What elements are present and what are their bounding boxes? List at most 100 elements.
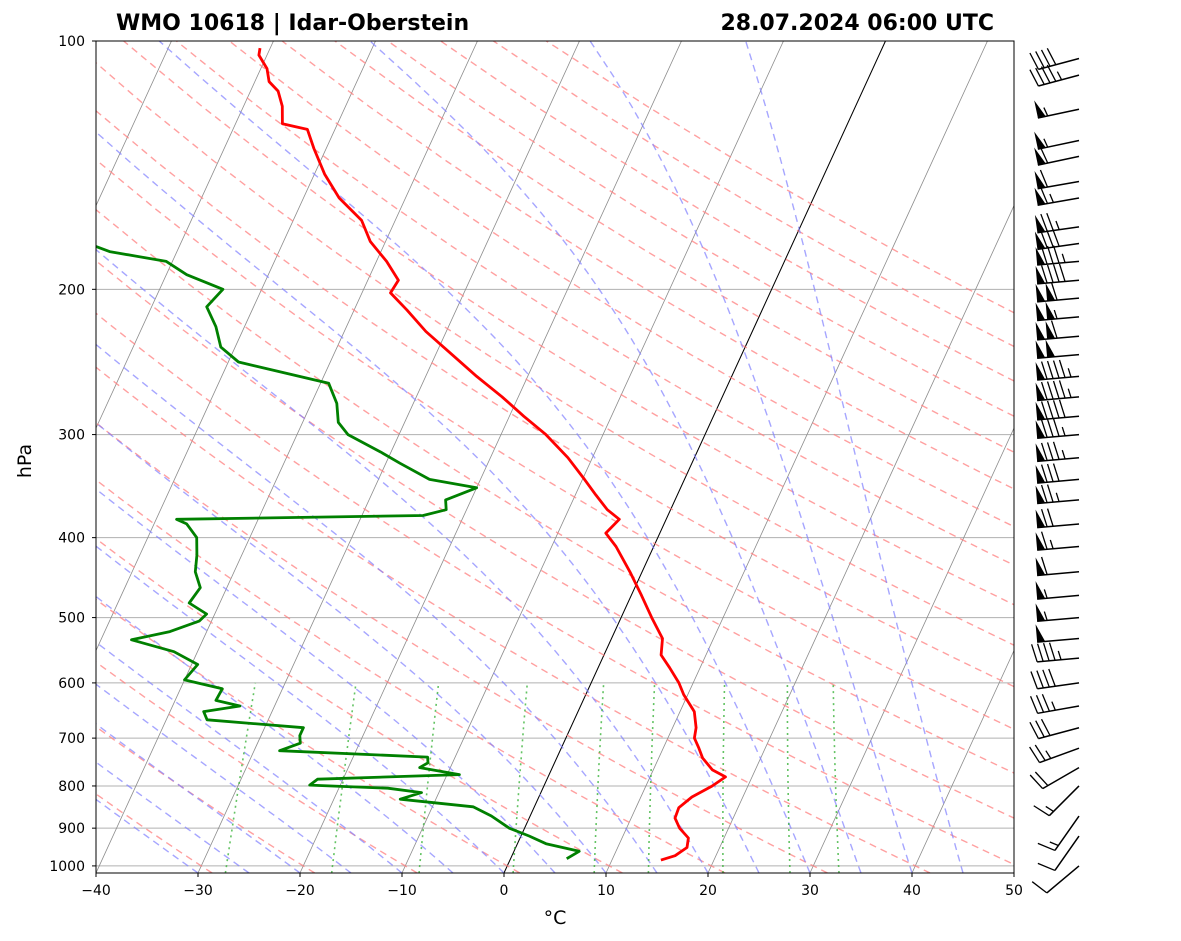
barb-full-flag <box>1052 228 1060 247</box>
wind-barb <box>1035 531 1080 551</box>
y-tick-label: 400 <box>58 531 85 547</box>
dry-adiabat-line <box>387 41 1014 417</box>
barb-full-flag <box>1035 51 1045 69</box>
barb-full-flag <box>1046 245 1054 264</box>
wind-barb <box>1035 380 1080 402</box>
barb-pennant <box>1034 231 1046 250</box>
barb-full-flag <box>1040 213 1048 232</box>
wind-barb <box>1035 399 1080 421</box>
y-tick-label: 700 <box>58 731 85 747</box>
barb-pennant <box>1045 339 1056 358</box>
barb-pennant <box>1034 187 1046 206</box>
wind-barb <box>1034 228 1080 251</box>
dry-adiabat-line <box>96 479 726 873</box>
wind-barb <box>1034 212 1080 234</box>
barb-full-flag <box>1046 264 1054 283</box>
barb-full-flag <box>1058 263 1066 282</box>
barb-full-flag <box>1040 401 1048 420</box>
title-datetime: 28.07.2024 06:00 UTC <box>720 11 994 36</box>
barb-half-flag <box>1061 253 1066 263</box>
barb-full-flag <box>1040 442 1048 461</box>
wind-barb <box>1035 603 1080 622</box>
mixing-ratio-line <box>786 682 791 873</box>
moist-adiabat-line <box>589 41 913 873</box>
x-tick-label: 50 <box>1005 883 1023 899</box>
barb-shaft <box>1037 657 1080 663</box>
barb-half-flag <box>1067 388 1072 398</box>
barb-half-flag <box>1049 841 1059 847</box>
barb-full-flag <box>1058 399 1066 418</box>
moist-adiabat-line <box>96 488 556 873</box>
wind-barb <box>1029 693 1080 715</box>
barb-full-flag <box>1030 671 1039 689</box>
barb-full-flag <box>1046 360 1054 379</box>
barb-full-flag <box>1040 381 1048 400</box>
barb-shaft <box>1037 499 1080 505</box>
wind-barb <box>1035 320 1080 341</box>
wind-barb <box>1029 766 1080 790</box>
wind-barb <box>1035 508 1080 529</box>
barb-full-flag <box>1029 774 1044 790</box>
barb-full-flag <box>1040 419 1048 438</box>
barb-full-flag <box>1040 66 1051 84</box>
dry-adiabat-line <box>96 259 1014 819</box>
wind-barb <box>1034 131 1080 150</box>
wind-barb <box>1031 865 1080 894</box>
barb-full-flag <box>1040 361 1048 380</box>
barb-half-flag <box>1067 368 1072 378</box>
wind-barb <box>1035 581 1080 600</box>
wind-barb <box>1029 744 1080 764</box>
barb-pennant <box>1035 382 1046 401</box>
wind-barb <box>1034 186 1080 207</box>
barb-pennant <box>1035 340 1046 359</box>
isotherm-line <box>96 41 274 430</box>
wind-barb <box>1035 301 1080 322</box>
barb-full-flag <box>1036 670 1044 689</box>
barb-pennant <box>1035 509 1046 528</box>
barb-full-flag <box>1058 359 1066 378</box>
wind-barb <box>1034 145 1080 166</box>
x-tick-label: −10 <box>387 883 417 899</box>
barb-pennant <box>1034 147 1046 166</box>
barb-pennant <box>1035 265 1046 284</box>
barb-shaft <box>1037 180 1080 190</box>
wind-barb <box>1035 484 1080 505</box>
barb-half-flag <box>1043 589 1048 599</box>
plot-frame <box>95 40 1015 874</box>
barb-full-flag <box>1029 69 1040 87</box>
barb-full-flag <box>1048 668 1056 687</box>
moist-adiabat-line <box>369 41 862 873</box>
barb-full-flag <box>1052 441 1060 460</box>
wind-barb <box>1035 263 1080 285</box>
barb-full-flag <box>1046 400 1054 419</box>
wind-barb <box>1029 64 1080 87</box>
barb-pennant <box>1045 283 1056 301</box>
barb-full-flag <box>1046 463 1054 482</box>
barb-full-flag <box>1050 282 1058 301</box>
barb-full-flag <box>1035 720 1045 738</box>
barb-shaft <box>1054 815 1080 851</box>
dry-adiabat-line <box>96 598 521 873</box>
isotherm-line <box>911 649 1014 873</box>
barb-pennant <box>1035 247 1046 266</box>
barb-full-flag <box>1042 669 1050 688</box>
barb-full-flag <box>1030 644 1038 663</box>
x-tick-label: −30 <box>183 883 213 899</box>
barb-half-flag <box>1045 750 1052 759</box>
moist-adiabat-line <box>96 545 505 873</box>
mixing-ratio-line <box>224 682 257 873</box>
isotherm-line <box>707 204 1014 873</box>
dry-adiabat-line <box>545 41 1014 314</box>
y-tick-label: 100 <box>58 34 85 50</box>
barb-full-flag <box>1046 64 1057 82</box>
barb-full-flag <box>1052 380 1060 399</box>
dry-adiabat-line <box>96 158 1014 730</box>
x-tick-label: 30 <box>801 883 819 899</box>
barb-half-flag <box>1045 805 1054 812</box>
isotherm-line <box>809 427 1014 873</box>
barb-half-flag <box>1055 492 1060 502</box>
barb-full-flag <box>1040 464 1048 483</box>
barb-shaft <box>1038 74 1080 87</box>
